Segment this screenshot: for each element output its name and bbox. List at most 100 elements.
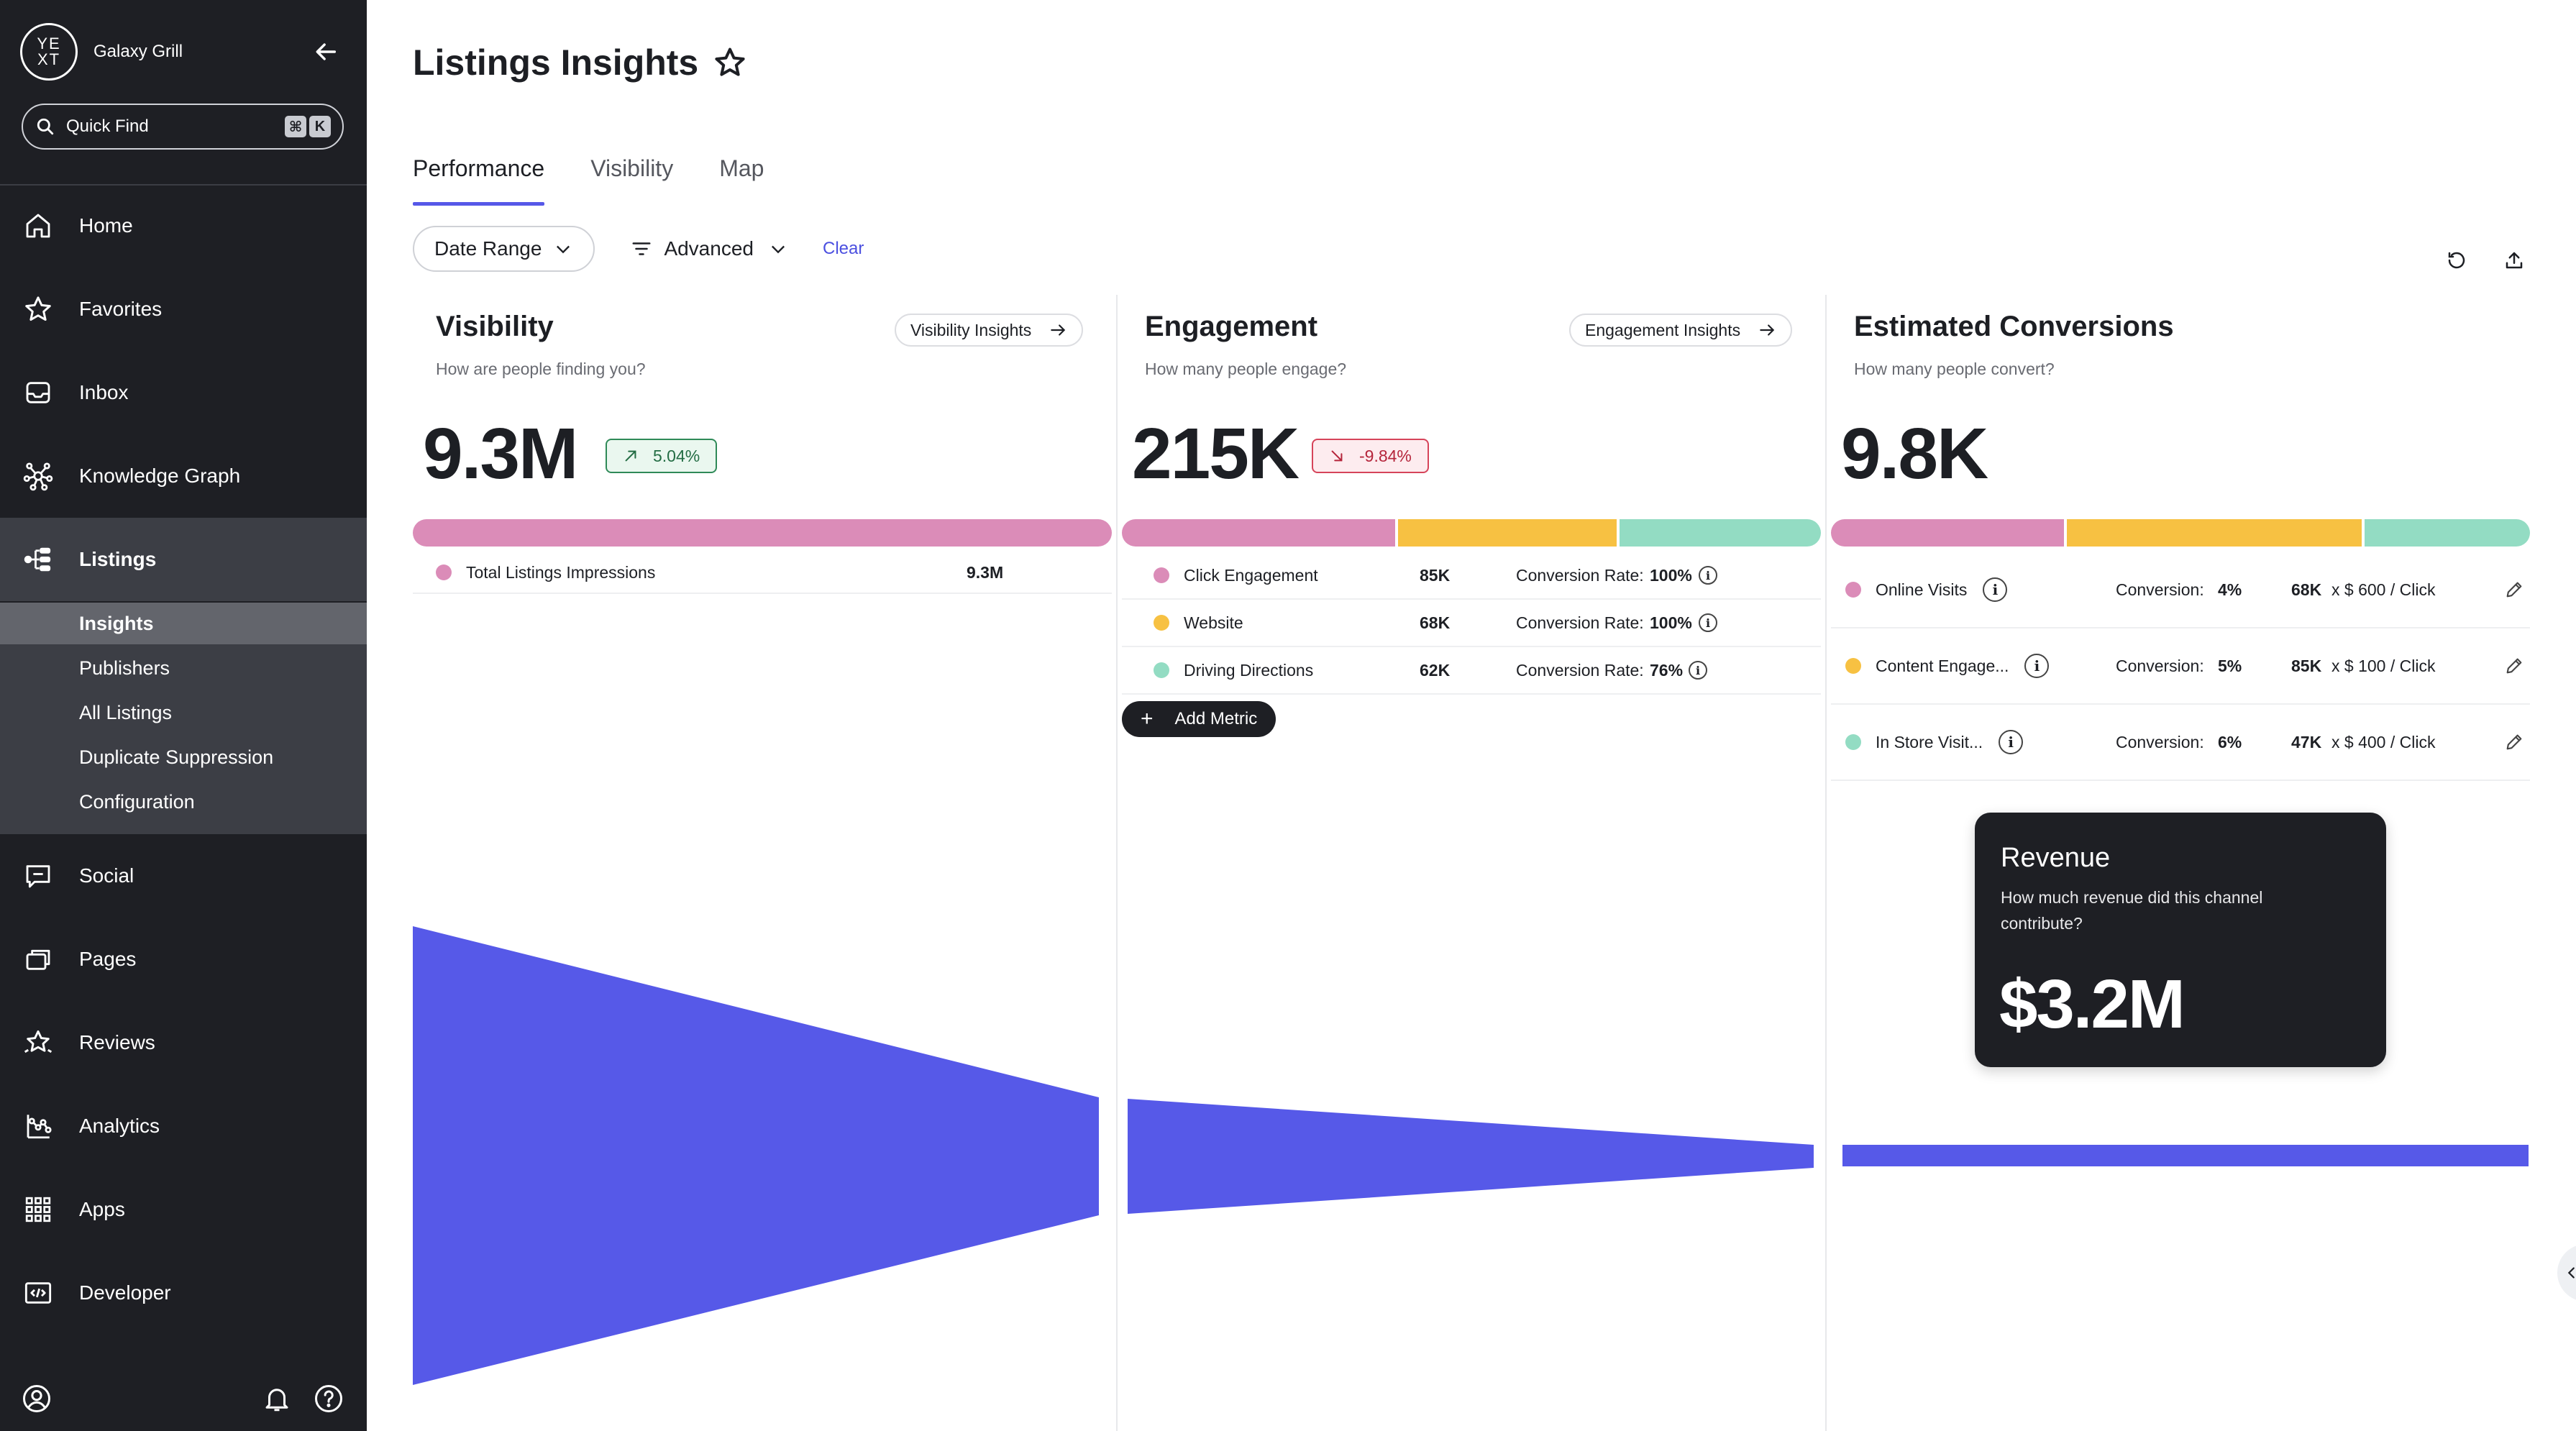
metric-value: 47K [2291, 732, 2322, 751]
tab-visibility[interactable]: Visibility [590, 155, 674, 181]
sidebar-item-listings[interactable]: Listings [0, 518, 367, 601]
tab-performance[interactable]: Performance [413, 155, 545, 206]
sidebar-item-social[interactable]: Social [0, 834, 367, 918]
sidebar-divider [0, 184, 367, 186]
segment-total-impressions[interactable] [413, 519, 1112, 547]
funnel-engagement-segment[interactable] [1128, 1099, 1814, 1214]
conversion-rate-value: 100% [1650, 565, 1692, 585]
listings-icon [22, 543, 55, 576]
segment-online-visits[interactable] [1831, 519, 2064, 547]
funnel-visibility-segment[interactable] [413, 926, 1099, 1385]
sidebar-item-inbox[interactable]: Inbox [0, 351, 367, 434]
conversion-label: Conversion: [2116, 732, 2204, 751]
subnav-item-publishers[interactable]: Publishers [79, 657, 170, 679]
favorite-star-icon[interactable] [713, 45, 747, 80]
arrow-left-icon [316, 43, 337, 60]
chevron-down-icon [771, 245, 785, 254]
subnav-item-insights[interactable]: Insights [0, 603, 367, 644]
legend-dot [1154, 662, 1169, 678]
advanced-filter-dropdown[interactable]: Advanced [631, 237, 788, 260]
sidebar-item-label: Home [79, 214, 133, 237]
visibility-delta-value: 5.04% [653, 446, 700, 465]
price-per-click: x $ 100 / Click [2331, 656, 2436, 675]
page-title: Listings Insights [413, 42, 747, 83]
conversion-value: 4% [2218, 580, 2242, 599]
sidebar-item-label: Reviews [79, 1031, 155, 1053]
collapse-sidebar-button[interactable] [312, 37, 341, 66]
metric-value: 68K [2291, 580, 2322, 599]
conversions-stack-bar [1831, 519, 2530, 547]
trend-up-icon [625, 450, 636, 462]
bell-icon[interactable] [260, 1382, 293, 1415]
engagement-title: Engagement [1145, 311, 1318, 342]
legend-dot [1845, 582, 1861, 598]
legend-dot [1154, 615, 1169, 631]
yext-logo[interactable]: YE XT [20, 23, 78, 81]
conversion-value: 6% [2218, 732, 2242, 751]
main-content: Listings Insights Performance Visibility… [367, 0, 2576, 1431]
refresh-button[interactable] [2442, 246, 2471, 275]
metric-value: 68K [1420, 613, 1451, 632]
page-tabs: Performance Visibility Map [413, 155, 810, 206]
developer-icon [22, 1276, 55, 1309]
filter-icon [632, 242, 651, 255]
engagement-insights-button[interactable]: Engagement Insights [1569, 314, 1793, 347]
engagement-total: 215K [1132, 413, 1300, 494]
sidebar-item-analytics[interactable]: Analytics [0, 1084, 367, 1168]
segment-content-engagement[interactable] [2067, 519, 2362, 547]
edit-pencil-icon[interactable] [2504, 732, 2524, 752]
export-button[interactable] [2500, 246, 2529, 275]
visibility-delta-badge: 5.04% [606, 439, 718, 473]
sidebar-item-home[interactable]: Home [0, 184, 367, 268]
conversions-total: 9.8K [1841, 413, 1988, 494]
help-icon[interactable] [312, 1382, 345, 1415]
analytics-icon [22, 1110, 55, 1143]
visibility-insights-button[interactable]: Visibility Insights [895, 314, 1084, 347]
home-icon [22, 209, 55, 242]
conversion-label: Conversion: [2116, 580, 2204, 599]
segment-click-engagement[interactable] [1122, 519, 1395, 547]
sidebar-item-pages[interactable]: Pages [0, 918, 367, 1001]
segment-website[interactable] [1398, 519, 1617, 547]
sidebar-item-knowledge-graph[interactable]: Knowledge Graph [0, 434, 367, 518]
subnav-item-configuration[interactable]: Configuration [79, 790, 195, 813]
tab-map[interactable]: Map [719, 155, 764, 181]
search-icon [37, 118, 54, 135]
edit-pencil-icon[interactable] [2504, 656, 2524, 676]
social-icon [22, 859, 55, 892]
date-range-dropdown[interactable]: Date Range [413, 226, 595, 272]
user-avatar-icon[interactable] [20, 1382, 53, 1415]
sidebar: YE XT Galaxy Grill Quick Find ⌘ K Home F… [0, 0, 367, 1431]
subnav-item-all-listings[interactable]: All Listings [79, 701, 173, 723]
revenue-subtitle: How much revenue did this channel contri… [2001, 888, 2263, 933]
subnav-item-duplicate-suppression[interactable]: Duplicate Suppression [79, 746, 274, 768]
sidebar-item-developer[interactable]: Developer [0, 1251, 367, 1335]
column-divider [1116, 295, 1118, 1431]
add-metric-button[interactable]: + Add Metric [1122, 701, 1276, 737]
segment-in-store-visits[interactable] [2365, 519, 2530, 547]
conversions-title: Estimated Conversions [1854, 311, 2174, 342]
info-icon[interactable]: i [2024, 654, 2050, 678]
sidebar-item-reviews[interactable]: Reviews [0, 1001, 367, 1084]
engagement-delta-badge: -9.84% [1312, 439, 1429, 473]
metric-row-online-visits: Online Visits i Conversion: 4% 68K x $ 6… [1831, 552, 2530, 628]
sidebar-item-label: Favorites [79, 298, 163, 320]
clear-filters-link[interactable]: Clear [822, 239, 864, 258]
metric-row-driving-directions: Driving Directions 62K Conversion Rate: … [1122, 647, 1821, 695]
pages-icon [22, 943, 55, 976]
funnel-conversions-segment[interactable] [1842, 1145, 2529, 1166]
info-icon[interactable]: i [1699, 566, 1717, 585]
legend-dot [1845, 734, 1861, 750]
sidebar-item-label: Inbox [79, 381, 129, 403]
page-title-text: Listings Insights [413, 42, 699, 83]
sidebar-item-favorites[interactable]: Favorites [0, 268, 367, 351]
sidebar-item-apps[interactable]: Apps [0, 1168, 367, 1251]
info-icon[interactable]: i [1689, 661, 1707, 680]
engagement-delta-value: -9.84% [1359, 446, 1412, 465]
info-icon[interactable]: i [1999, 730, 2024, 754]
info-icon[interactable]: i [1699, 613, 1717, 632]
quick-find-input[interactable]: Quick Find ⌘ K [22, 104, 344, 150]
info-icon[interactable]: i [1983, 577, 2008, 602]
edit-pencil-icon[interactable] [2504, 580, 2524, 600]
segment-driving-directions[interactable] [1620, 519, 1821, 547]
